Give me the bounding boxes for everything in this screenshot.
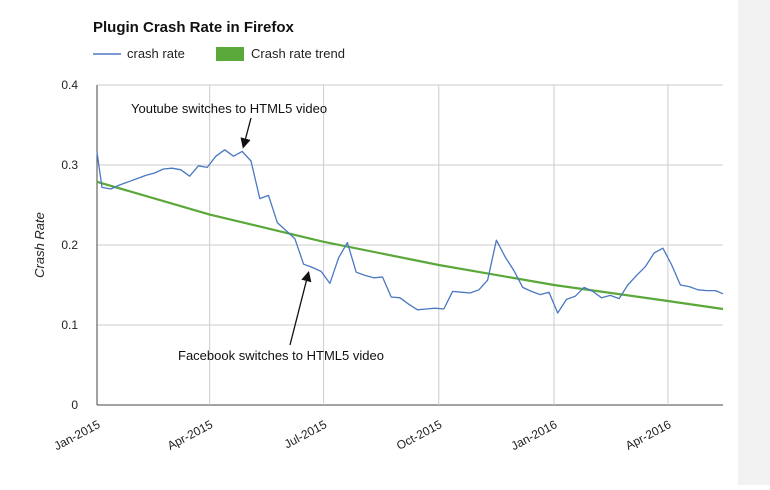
chart-container: Plugin Crash Rate in Firefox crash rate … xyxy=(32,19,724,454)
annotation-arrow-youtube xyxy=(240,117,252,149)
x-tick-label: Apr-2015 xyxy=(165,417,215,453)
legend-swatch-crash-rate-trend xyxy=(216,47,244,61)
gridlines xyxy=(96,84,723,406)
x-tick-label: Jan-2015 xyxy=(52,417,103,453)
x-axis-ticks: Jan-2015 Apr-2015 Jul-2015 Oct-2015 Jan-2016… xyxy=(52,417,674,453)
x-tick-label: Jan-2016 xyxy=(509,417,560,453)
x-tick-label: Apr-2016 xyxy=(623,417,673,453)
y-axis-label: Crash Rate xyxy=(32,212,47,278)
x-tick-label: Jul-2015 xyxy=(282,417,330,451)
series-lines xyxy=(96,149,724,314)
series-line-crash-rate xyxy=(96,149,724,314)
chart-title: Plugin Crash Rate in Firefox xyxy=(93,19,295,36)
y-tick-label: 0.1 xyxy=(61,318,78,332)
y-axis-ticks: 0 0.1 0.2 0.3 0.4 xyxy=(61,78,78,412)
y-tick-label: 0.2 xyxy=(61,238,78,252)
y-tick-label: 0 xyxy=(71,398,78,412)
annotation-arrow-facebook xyxy=(289,270,312,346)
y-tick-label: 0.3 xyxy=(61,158,78,172)
annotation-facebook: Facebook switches to HTML5 video xyxy=(178,348,384,363)
legend-label-crash-rate: crash rate xyxy=(127,46,185,61)
annotations: Youtube switches to HTML5 video Facebook … xyxy=(131,101,384,363)
series-line-crash-rate-trend xyxy=(96,180,724,311)
annotation-youtube: Youtube switches to HTML5 video xyxy=(131,101,327,116)
side-panel xyxy=(738,0,770,485)
legend-label-crash-rate-trend: Crash rate trend xyxy=(251,46,345,61)
x-tick-label: Oct-2015 xyxy=(394,417,444,453)
crash-rate-chart: Plugin Crash Rate in Firefox crash rate … xyxy=(32,19,724,453)
y-tick-label: 0.4 xyxy=(61,78,78,92)
